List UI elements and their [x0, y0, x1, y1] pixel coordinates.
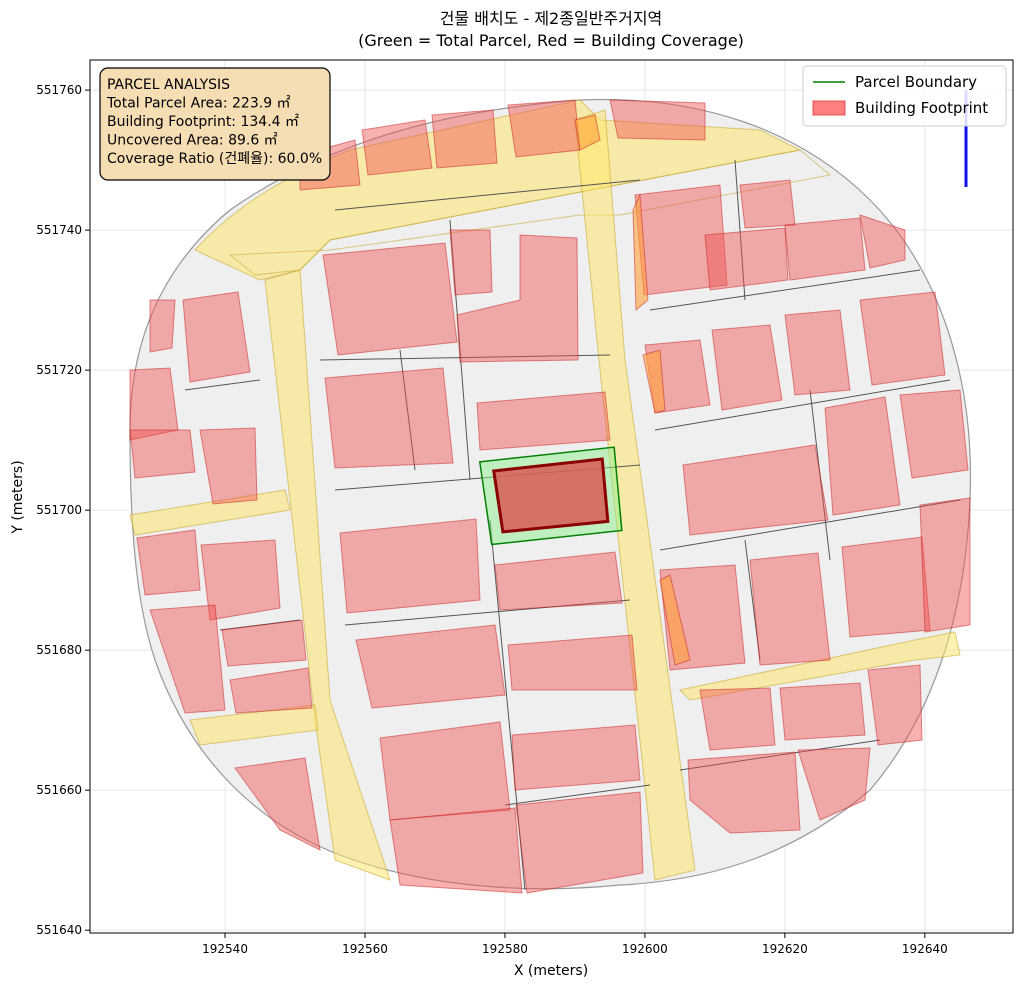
- x-tick-label: 192600: [622, 942, 668, 956]
- info-line: Building Footprint: 134.4 ㎡: [107, 114, 299, 130]
- x-tick-label: 192640: [902, 942, 948, 956]
- parcel-layer: [478, 446, 623, 546]
- y-tick-label: 551640: [36, 923, 82, 937]
- x-tick-label: 192560: [342, 942, 388, 956]
- y-tick-label: 551680: [36, 643, 82, 657]
- info-line: Total Parcel Area: 223.9 ㎡: [106, 96, 291, 112]
- x-tick-label: 192620: [762, 942, 808, 956]
- info-line: Coverage Ratio (건폐율): 60.0%: [107, 151, 322, 167]
- legend-swatch: [812, 100, 846, 116]
- chart-title: 건물 배치도 - 제2종일반주거지역: [440, 9, 663, 28]
- y-tick-label: 551660: [36, 783, 82, 797]
- buildings: [129, 99, 971, 894]
- chart-subtitle: (Green = Total Parcel, Red = Building Co…: [358, 31, 744, 50]
- legend-label: Building Footprint: [855, 99, 988, 117]
- legend-label: Parcel Boundary: [855, 73, 977, 91]
- y-axis-label: Y (meters): [10, 460, 26, 534]
- legend: Parcel Boundary Building Footprint: [802, 65, 1007, 127]
- info-line: Uncovered Area: 89.6 ㎡: [107, 133, 278, 149]
- info-lines: PARCEL ANALYSIS Total Parcel Area: 223.9 …: [106, 77, 322, 167]
- building-polygon: [492, 457, 610, 534]
- y-tick-label: 551760: [36, 83, 82, 97]
- y-tick-label: 551720: [36, 363, 82, 377]
- y-tick-label: 551700: [36, 503, 82, 517]
- info-line: PARCEL ANALYSIS: [107, 77, 230, 93]
- legend-box: [802, 65, 1007, 127]
- roads: [129, 99, 961, 881]
- x-tick-label: 192580: [482, 942, 528, 956]
- info-box-bg: [99, 67, 331, 181]
- y-tick-label: 551740: [36, 223, 82, 237]
- plot-frame: [89, 59, 1014, 934]
- info-box: PARCEL ANALYSIS Total Parcel Area: 223.9 …: [99, 67, 331, 181]
- x-tick-label: 192540: [202, 942, 248, 956]
- x-axis-label: X (meters): [514, 963, 588, 979]
